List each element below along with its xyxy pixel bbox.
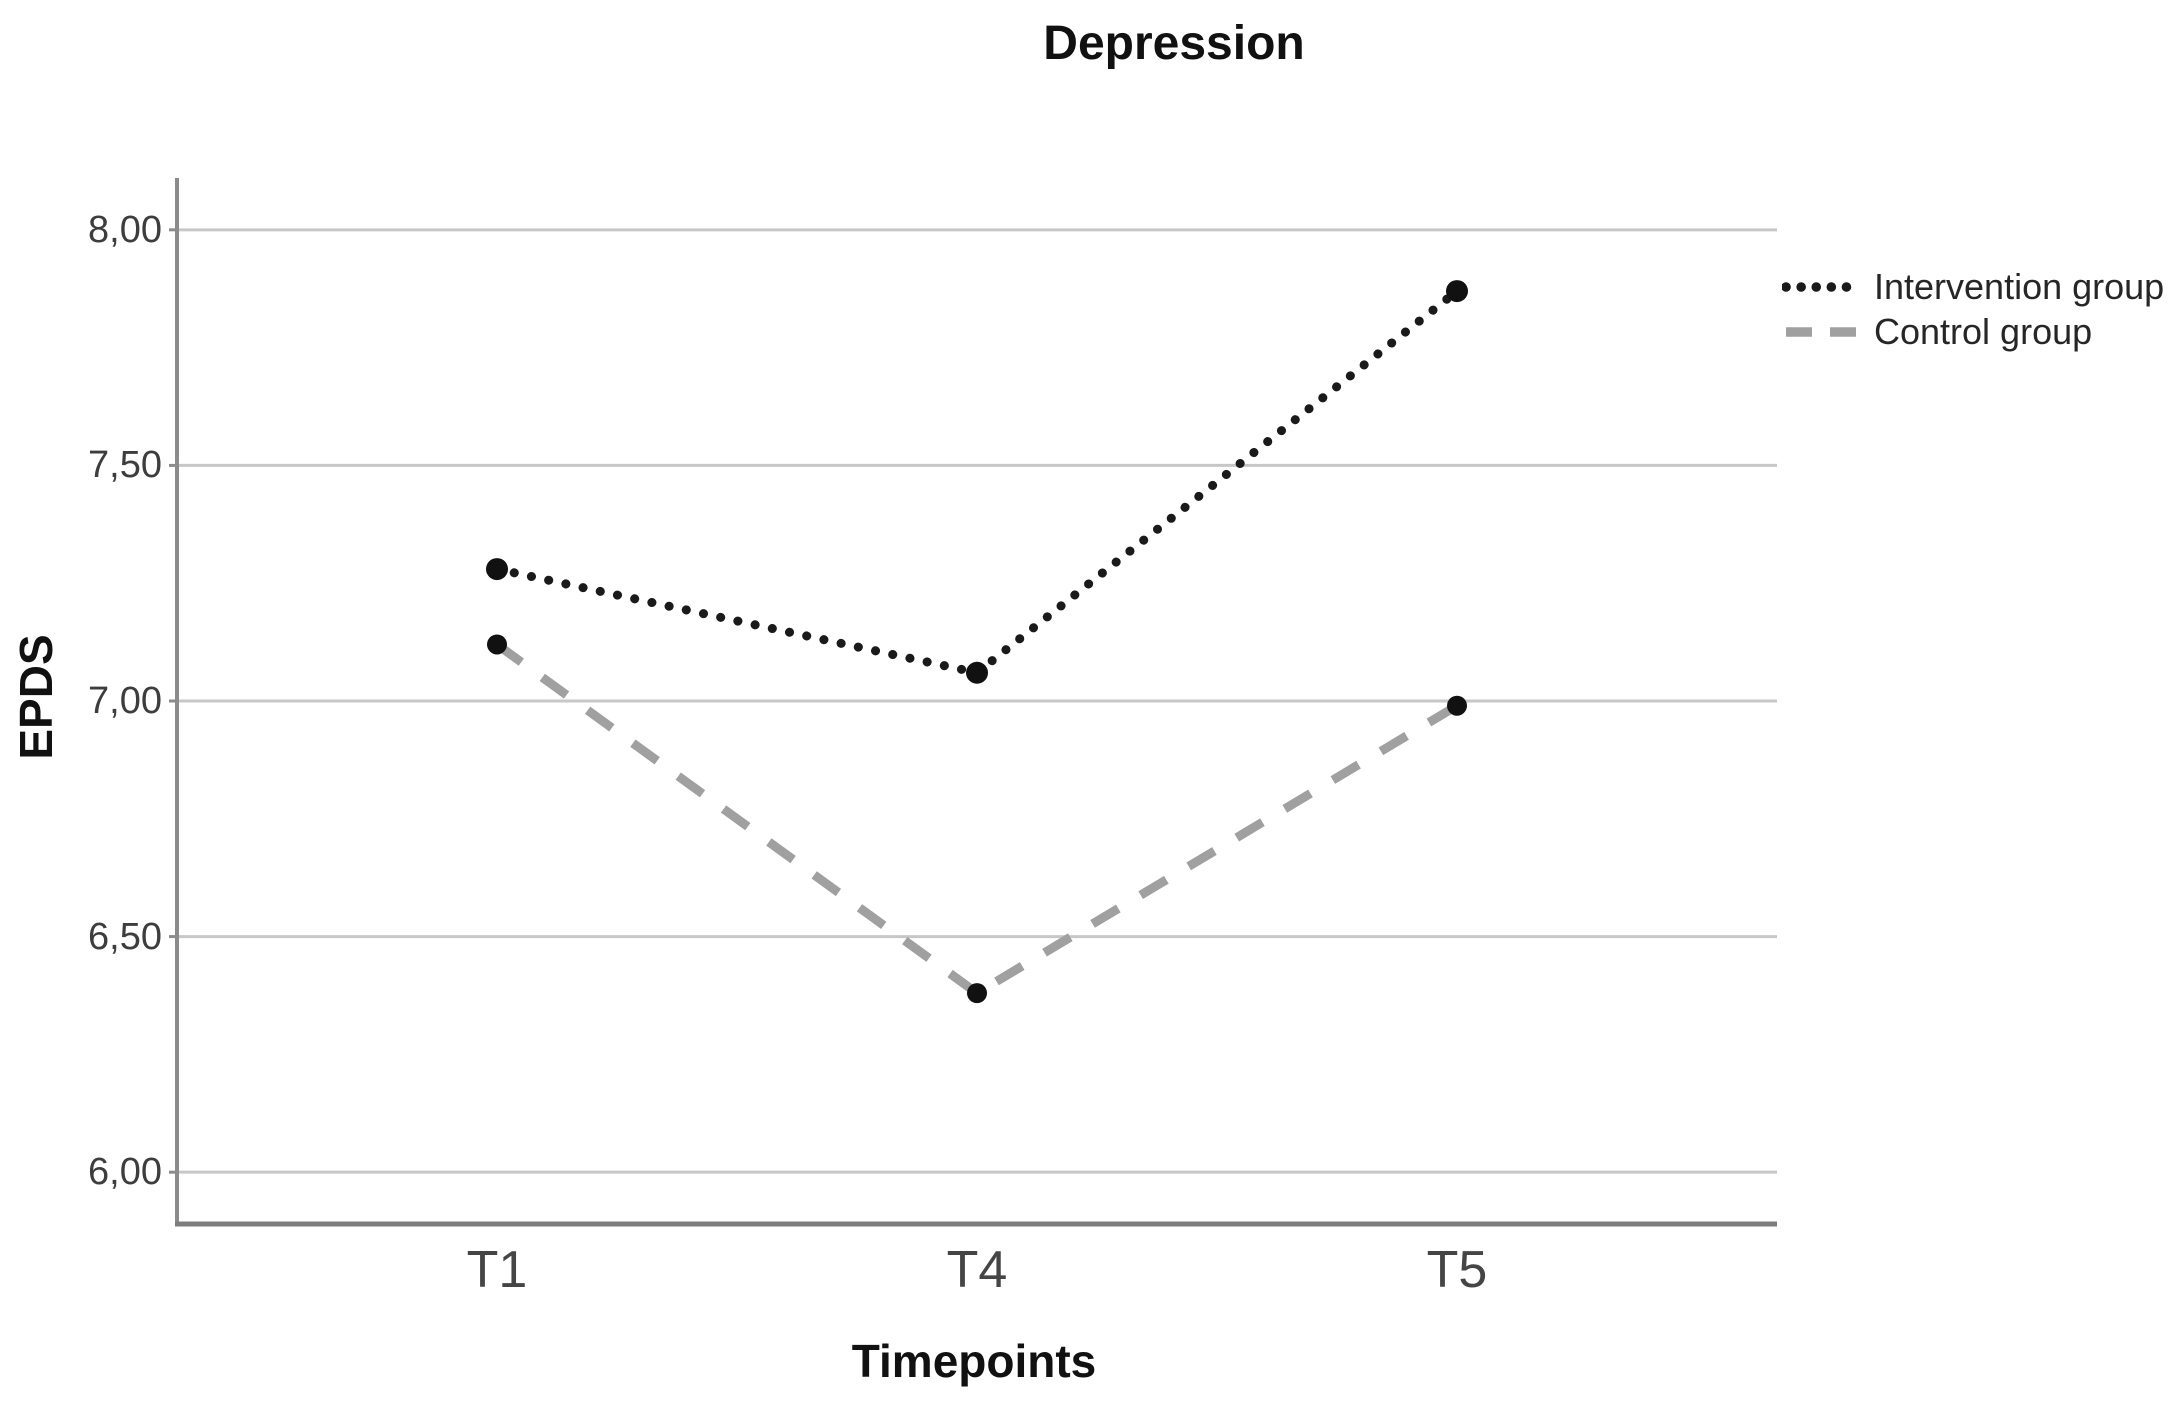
x-tick-label: T5: [1426, 1241, 1488, 1299]
data-point-marker: [487, 634, 507, 655]
y-axis-title: EPDS: [10, 634, 62, 760]
y-tick-label: 6,00: [88, 1151, 162, 1194]
legend-label: Control group: [1874, 310, 2093, 352]
dotted-line-swatch-icon: [1782, 281, 1860, 292]
data-point-marker: [1447, 695, 1467, 716]
x-tick-label: T1: [466, 1241, 528, 1299]
y-tick-label: 6,50: [88, 915, 162, 958]
dashed-line-swatch-icon: [1786, 326, 1856, 337]
legend-item-intervention: Intervention group: [1782, 264, 2164, 309]
chart-title: Depression: [1043, 17, 1305, 70]
legend-item-control: Control group: [1782, 309, 2164, 354]
data-point-marker: [966, 661, 988, 684]
series-line-control: [494, 640, 1460, 999]
series-line-intervention: [492, 286, 1462, 678]
y-tick-label: 7,50: [88, 444, 162, 487]
data-point-marker: [486, 558, 508, 581]
x-axis-title: Timepoints: [851, 1335, 1097, 1387]
x-tick-label: T4: [946, 1241, 1008, 1299]
legend: Intervention group Control group: [1782, 264, 2164, 354]
y-tick-label: 7,00: [88, 680, 162, 722]
legend-label: Intervention group: [1874, 265, 2165, 307]
data-point-marker: [967, 983, 987, 1004]
data-point-marker: [1446, 280, 1468, 303]
y-tick-label: 8,00: [88, 208, 162, 251]
